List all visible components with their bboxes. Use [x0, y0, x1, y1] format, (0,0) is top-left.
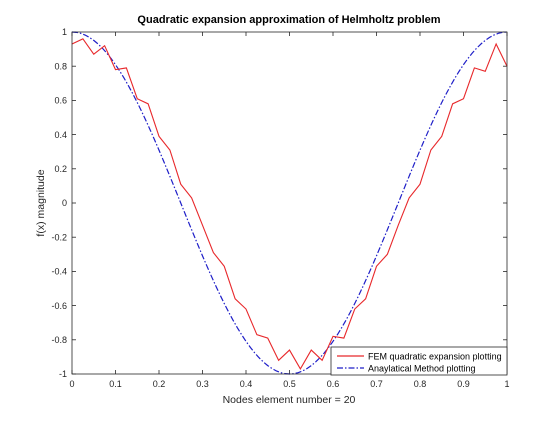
y-tick-label: 0.2: [54, 164, 67, 174]
x-tick-label: 0.5: [283, 379, 296, 389]
y-tick-label: 1: [62, 27, 67, 37]
chart-title: Quadratic expansion approximation of Hel…: [137, 14, 440, 26]
y-axis-label: f(x) magnitude: [35, 169, 47, 236]
series-line-fem: [71, 38, 508, 370]
plot-area: [72, 32, 507, 374]
axes-frame: [71, 31, 508, 375]
legend-label-analytical: Anaylatical Method plotting: [368, 364, 476, 374]
x-tick-label: 0.7: [370, 379, 383, 389]
x-tick-label: 0.6: [327, 379, 340, 389]
y-tick-label: 0.6: [54, 96, 67, 106]
x-axis-label: Nodes element number = 20: [223, 394, 356, 406]
x-tick-label: 1: [504, 379, 509, 389]
x-tick-label: 0.2: [153, 379, 166, 389]
legend: FEM quadratic expansion plotting Anaylat…: [330, 346, 508, 376]
x-tick-label: 0.9: [457, 379, 470, 389]
y-tick-label: 0.4: [54, 130, 67, 140]
y-tick-label: -1: [59, 369, 67, 379]
x-tick-label: 0: [69, 379, 74, 389]
x-tick-label: 0.1: [109, 379, 122, 389]
y-tick-label: 0.8: [54, 61, 67, 71]
x-tick-label: 0.4: [240, 379, 253, 389]
y-tick-label: 0: [62, 198, 67, 208]
y-tick-label: -0.4: [51, 267, 67, 277]
legend-label-fem: FEM quadratic expansion plotting: [368, 352, 502, 362]
y-tick-label: -0.2: [51, 232, 67, 242]
x-tick-label: 0.8: [414, 379, 427, 389]
x-tick-label: 0.3: [196, 379, 209, 389]
y-tick-label: -0.6: [51, 301, 67, 311]
tick-labels: 0 0.1 0.2 0.3 0.4 0.5 0.6 0.7 0.8 0.9 1 -1 -0.8 -0.6 -…: [51, 27, 509, 389]
legend-box: [330, 346, 508, 376]
y-tick-label: -0.8: [51, 335, 67, 345]
